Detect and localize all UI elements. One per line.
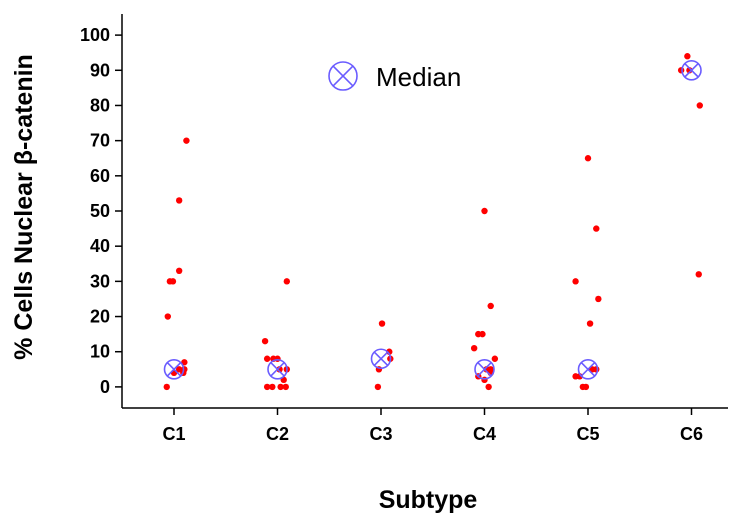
median-cross-b (166, 362, 182, 377)
data-point (576, 373, 583, 380)
median-cross-b (332, 65, 354, 87)
data-point (572, 278, 579, 285)
data-point (181, 366, 188, 373)
y-tick-label: 80 (90, 95, 110, 115)
y-tick-label: 40 (90, 236, 110, 256)
data-point (593, 225, 600, 232)
y-axis-ticks: 0 10 20 30 40 50 60 70 80 90 100 (80, 25, 122, 397)
data-point (269, 383, 276, 391)
data-point (386, 348, 393, 355)
data-point (378, 320, 386, 327)
y-tick-label: 20 (90, 307, 110, 327)
data-point (183, 137, 190, 144)
y-tick-label: 100 (80, 25, 110, 45)
x-tick-label: C6 (680, 424, 703, 444)
median-marker (681, 59, 702, 81)
median-marker (370, 348, 392, 370)
y-tick-label: 30 (90, 271, 110, 291)
data-point (470, 344, 478, 352)
y-tick-label: 60 (90, 166, 110, 186)
median-marker (577, 359, 599, 380)
data-point (263, 355, 271, 362)
data-point (282, 383, 289, 391)
x-tick-label: C1 (162, 424, 185, 444)
data-point (595, 295, 602, 303)
data-point (261, 337, 269, 345)
data-point (181, 359, 188, 366)
data-point (283, 278, 291, 285)
y-axis-title: % Cells Nuclear β-catenin (10, 54, 38, 360)
data-point (593, 366, 600, 373)
legend-label: Median (376, 62, 461, 92)
data-point (485, 383, 492, 391)
data-point (175, 197, 183, 204)
data-point (479, 330, 486, 338)
data-point (684, 53, 691, 60)
y-tick-label: 90 (90, 60, 110, 80)
data-point (586, 320, 594, 327)
median-cross-b (684, 63, 699, 78)
median-circle (267, 359, 288, 380)
data-point (695, 271, 702, 278)
data-point (163, 383, 170, 391)
data-point (374, 383, 382, 391)
median-circle (370, 348, 392, 370)
data-point (164, 313, 171, 320)
data-point (481, 376, 488, 384)
x-tick-label: C2 (266, 424, 289, 444)
median-circle (328, 61, 358, 91)
legend-median-marker (328, 61, 358, 91)
y-tick-label: 70 (90, 131, 110, 151)
data-point (696, 102, 703, 109)
x-axis-title: Subtype (379, 486, 478, 514)
median-markers (163, 59, 702, 380)
data-point (582, 383, 590, 391)
median-circle (577, 359, 599, 380)
data-point (274, 355, 281, 362)
x-tick-label: C4 (473, 424, 496, 444)
median-cross-b (373, 351, 389, 367)
median-circle (474, 359, 495, 380)
median-marker (267, 359, 288, 380)
x-tick-label: C3 (369, 424, 392, 444)
median-circle (163, 359, 185, 380)
y-tick-label: 10 (90, 342, 110, 362)
data-point (677, 67, 685, 74)
y-tick-label: 50 (90, 201, 110, 221)
median-marker (474, 359, 495, 380)
data-point (481, 207, 488, 215)
x-tick-label: C5 (576, 424, 599, 444)
median-marker (163, 359, 185, 380)
x-axis-ticks: C1 C2 C3 C4 C5 C6 (162, 408, 703, 444)
data-point (277, 383, 284, 391)
y-tick-label: 0 (100, 377, 110, 397)
data-point (487, 302, 494, 310)
legend-median-symbol (328, 61, 358, 91)
data-points (163, 53, 703, 391)
median-cross-b (580, 362, 596, 377)
data-point (175, 267, 183, 275)
median-cross-b (270, 362, 285, 377)
data-point (584, 155, 592, 162)
data-point (491, 355, 499, 362)
median-cross-b (477, 362, 492, 377)
data-point (169, 278, 177, 285)
data-point (263, 383, 271, 391)
median-circle (681, 59, 702, 81)
legend: Median (328, 61, 461, 92)
